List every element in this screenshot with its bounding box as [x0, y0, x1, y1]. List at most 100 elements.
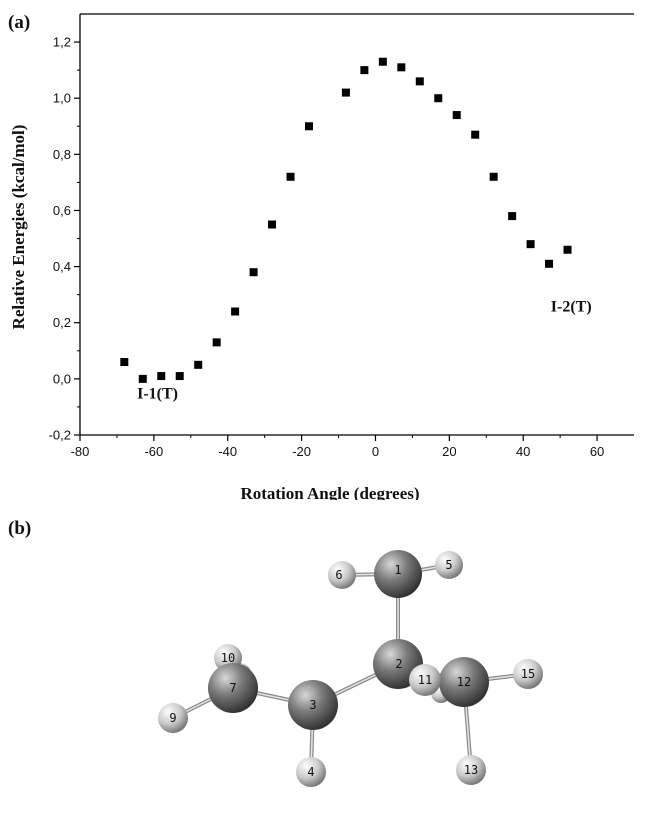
- data-point: [157, 372, 165, 380]
- bond-highlight: [464, 682, 471, 770]
- atom-9: [158, 703, 188, 733]
- bond-highlight: [398, 664, 425, 680]
- bond: [311, 705, 313, 772]
- y-tick-label: 0,0: [53, 371, 71, 386]
- data-point: [120, 358, 128, 366]
- bond: [173, 688, 233, 718]
- atom-7: [208, 663, 258, 713]
- y-tick-label: 0,8: [53, 147, 71, 162]
- data-point: [194, 361, 202, 369]
- data-point: [527, 240, 535, 248]
- x-tick-label: 40: [516, 444, 530, 459]
- bond-highlight: [398, 565, 449, 574]
- bond: [464, 674, 528, 682]
- data-point: [416, 77, 424, 85]
- energy-scatter-chart: -80-60-40-200204060-0,20,00,20,40,60,81,…: [0, 0, 647, 500]
- data-point: [397, 63, 405, 71]
- bond: [464, 682, 471, 770]
- point-annotation: I-1(T): [137, 386, 178, 403]
- x-tick-label: -20: [292, 444, 311, 459]
- atom-10: [214, 644, 242, 672]
- x-tick-label: -40: [218, 444, 237, 459]
- chart-annotations: I-1(T) I-2(T): [137, 299, 592, 403]
- atom-11: [409, 664, 441, 696]
- x-tick-label: 20: [442, 444, 456, 459]
- atom-5: [435, 551, 463, 579]
- data-point: [305, 122, 313, 130]
- bond: [398, 664, 464, 682]
- data-point: [434, 94, 442, 102]
- atom-label: 1: [394, 563, 401, 577]
- data-point: [268, 221, 276, 229]
- x-tick-label: -60: [144, 444, 163, 459]
- bond-highlight: [228, 658, 233, 688]
- atom-label: 3: [309, 698, 316, 712]
- atom-4: [296, 757, 326, 787]
- chart-axes: [80, 14, 634, 435]
- atom-15: [513, 659, 543, 689]
- chart-ticks: -80-60-40-200204060-0,20,00,20,40,60,81,…: [49, 35, 605, 459]
- atom-label: 12: [457, 675, 471, 689]
- atom-3: [288, 680, 338, 730]
- x-tick-label: -80: [71, 444, 90, 459]
- data-point: [453, 111, 461, 119]
- y-tick-label: 1,2: [53, 35, 71, 50]
- x-tick-label: 60: [590, 444, 604, 459]
- x-axis-title: Rotation Angle (degrees): [240, 484, 419, 500]
- bond: [228, 658, 233, 688]
- data-point: [545, 260, 553, 268]
- atom-label: 7: [229, 681, 236, 695]
- atom-12: [439, 657, 489, 707]
- data-point: [360, 66, 368, 74]
- data-point: [342, 89, 350, 97]
- data-point: [213, 338, 221, 346]
- data-point: [287, 173, 295, 181]
- bond: [342, 574, 398, 575]
- data-point: [176, 372, 184, 380]
- molecule-bonds: [173, 565, 528, 772]
- bond: [233, 688, 313, 705]
- atom-13: [456, 755, 486, 785]
- atom-label: 10: [221, 651, 235, 665]
- atom-label: 6: [335, 568, 342, 582]
- data-point: [564, 246, 572, 254]
- atom-label: 9: [169, 711, 176, 725]
- bond: [313, 664, 398, 705]
- atom-label: 11: [418, 673, 432, 687]
- bond-highlight: [342, 574, 398, 575]
- data-point: [379, 58, 387, 66]
- bond-highlight: [311, 705, 313, 772]
- atom-2: [373, 639, 423, 689]
- atom-6: [328, 561, 356, 589]
- y-tick-label: 0,2: [53, 315, 71, 330]
- atom-1: [374, 550, 422, 598]
- bond: [398, 565, 449, 574]
- panel-b-label: (b): [8, 518, 31, 540]
- y-tick-label: 1,0: [53, 91, 71, 106]
- data-point: [508, 212, 516, 220]
- y-axis-title: Relative Energies (kcal/mol): [9, 125, 28, 330]
- atom-label: 4: [307, 765, 314, 779]
- y-tick-label: -0,2: [49, 428, 71, 443]
- point-annotation: I-2(T): [551, 299, 592, 316]
- data-point: [250, 268, 258, 276]
- hidden-hydrogen: [431, 683, 451, 703]
- atom-label: 15: [521, 667, 535, 681]
- chart-points: [120, 58, 571, 383]
- y-tick-label: 0,4: [53, 259, 71, 274]
- molecule-atoms: 413915561073121211: [158, 550, 543, 787]
- bond-highlight: [233, 688, 313, 705]
- data-point: [490, 173, 498, 181]
- hidden-hydrogen: [229, 663, 251, 685]
- atom-label: 2: [395, 657, 402, 671]
- atom-label: 5: [445, 558, 452, 572]
- data-point: [231, 308, 239, 316]
- bond-highlight: [464, 674, 528, 682]
- bond-highlight: [398, 664, 464, 682]
- y-tick-label: 0,6: [53, 203, 71, 218]
- data-point: [139, 375, 147, 383]
- bond-highlight: [173, 688, 233, 718]
- bond-highlight: [313, 664, 398, 705]
- data-point: [471, 131, 479, 139]
- bond: [398, 664, 425, 680]
